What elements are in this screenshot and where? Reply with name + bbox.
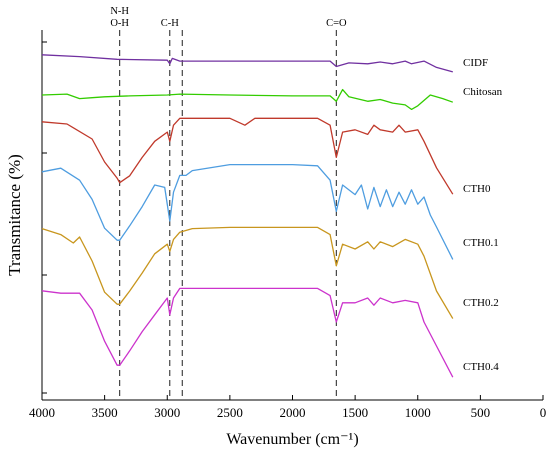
series-line-chitosan (41, 88, 454, 111)
reference-line-label: O-H (110, 18, 129, 29)
series-line-cth0-4 (41, 287, 454, 378)
series-label: CTH0 (463, 183, 491, 195)
y-axis (42, 41, 47, 394)
x-tick-label: 2000 (280, 405, 306, 420)
x-tick-label: 1000 (405, 405, 431, 420)
series-label: CTH0.4 (463, 361, 499, 373)
reference-line-label: C=O (326, 18, 347, 29)
reference-lines: N-HO-H C-H C=O (110, 6, 347, 400)
x-tick-label: 3500 (92, 405, 118, 420)
y-axis-label-group: Transmitance (%) (5, 154, 24, 276)
series-line-cth0-1 (41, 117, 454, 195)
y-axis-label: Transmitance (%) (5, 154, 24, 276)
series-line-cth0-2 (41, 226, 454, 319)
x-tick-label: 3000 (154, 405, 180, 420)
series-labels: CIDF Chitosan CTH0.1 CTH0 CTH0.2 CTH0.4 (463, 57, 503, 373)
series-label: Chitosan (463, 86, 503, 98)
series-line-cidf (41, 54, 453, 73)
series-label: CTH0.1 (463, 237, 499, 249)
x-axis: 4000 3500 3000 2500 2000 1500 1000 500 0 (29, 395, 546, 420)
x-tick-label: 0 (540, 405, 547, 420)
reference-line-label: N-H (110, 6, 129, 17)
x-axis-label: Wavenumber (cm⁻¹) (226, 431, 358, 448)
series-label: CTH0.2 (463, 297, 499, 309)
x-tick-label: 2500 (217, 405, 243, 420)
x-tick-label: 500 (471, 405, 491, 420)
series-label: CIDF (463, 57, 488, 69)
x-tick-label: 4000 (29, 405, 55, 420)
spectra-series (41, 54, 454, 378)
x-tick-label: 1500 (342, 405, 368, 420)
reference-line-label: C-H (161, 18, 180, 29)
series-line-cth0 (41, 163, 454, 260)
